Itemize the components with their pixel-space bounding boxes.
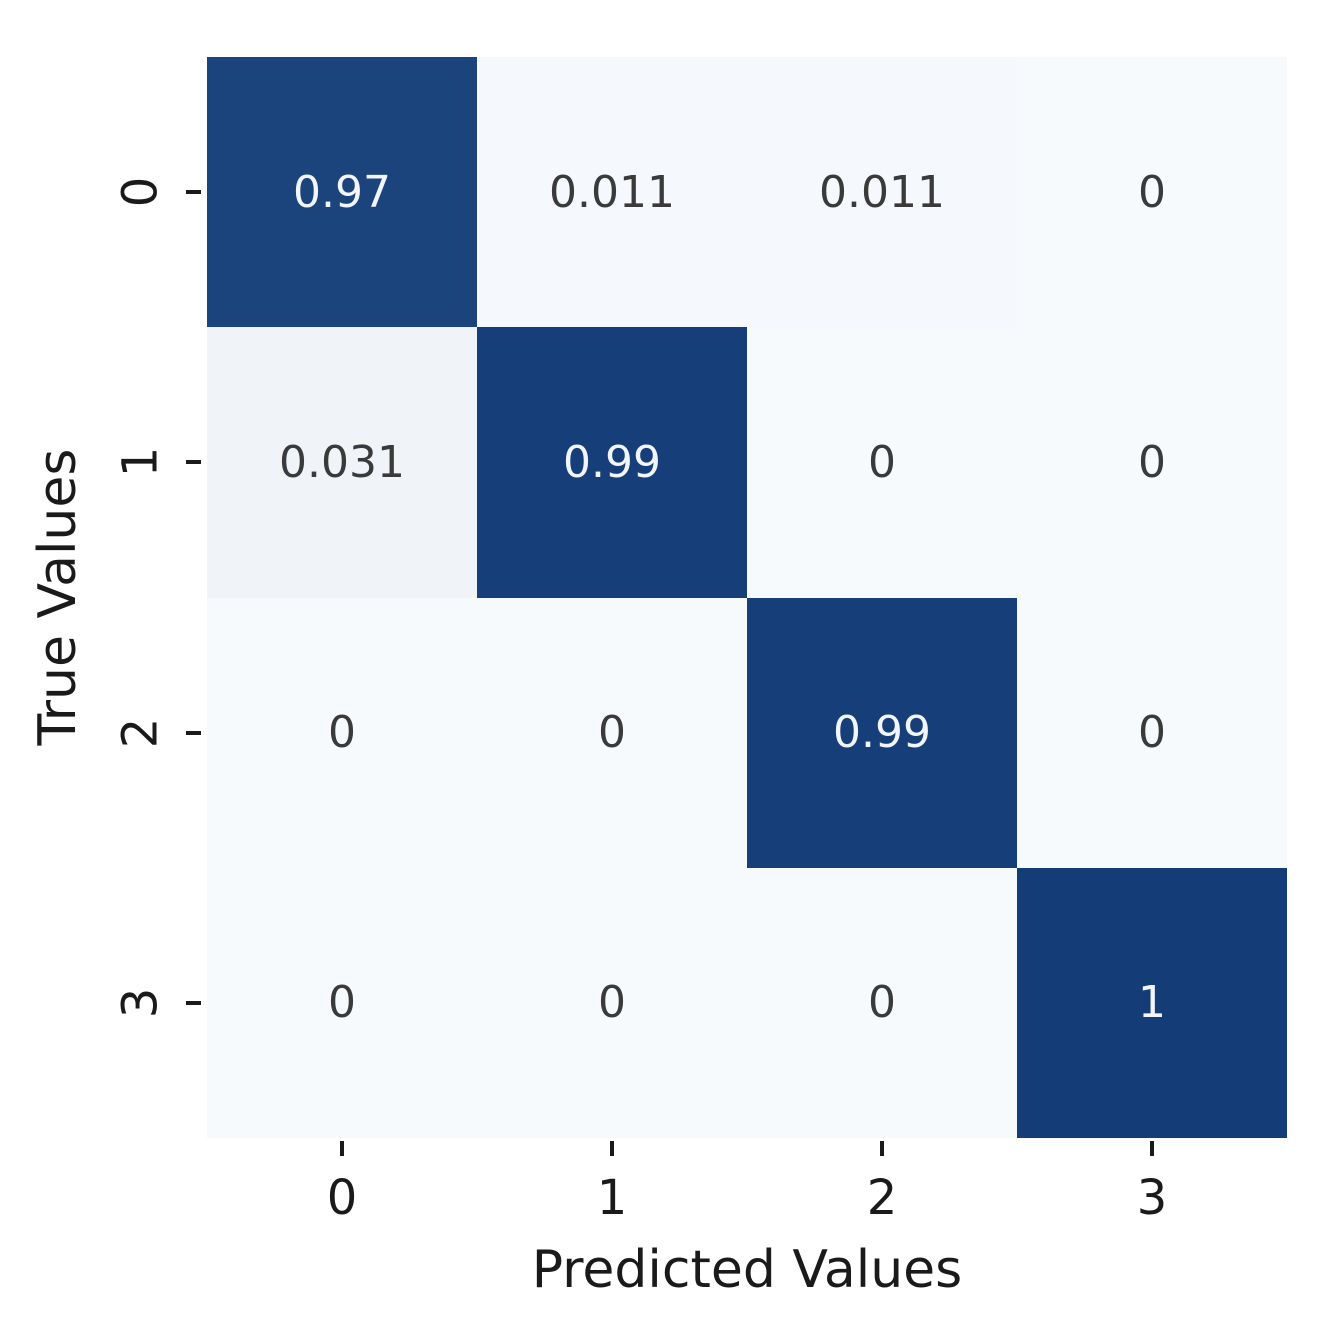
cell-value: 0	[1138, 166, 1166, 218]
heatmap-cell-r3c3: 1	[1017, 867, 1287, 1138]
cell-value: 0	[598, 707, 626, 759]
y-tick-label: 1	[111, 447, 168, 478]
y-tick-mark	[186, 460, 201, 465]
heatmap-cell-r0c2: 0.011	[747, 57, 1017, 328]
y-tick-label: 3	[111, 987, 168, 1019]
heatmap-cell-r2c2: 0.99	[747, 597, 1017, 868]
cell-value: 0.97	[293, 166, 391, 218]
x-tick-mark	[1150, 1141, 1154, 1156]
x-tick-mark	[610, 1141, 614, 1156]
cell-value: 0	[328, 977, 356, 1029]
heatmap-cell-r2c1: 0	[477, 597, 747, 868]
heatmap-cell-r3c2: 0	[747, 867, 1017, 1138]
heatmap-cell-r1c0: 0.031	[207, 327, 477, 598]
heatmap-cell-r3c0: 0	[207, 867, 477, 1138]
x-tick-label: 3	[1136, 1170, 1168, 1226]
y-tick-mark	[186, 190, 201, 195]
x-tick-label: 0	[326, 1170, 358, 1226]
cell-value: 0.031	[279, 436, 405, 488]
y-tick-label: 0	[111, 176, 168, 208]
cell-value: 0	[328, 707, 356, 759]
heatmap-cell-r1c2: 0	[747, 327, 1017, 598]
heatmap-cell-r2c0: 0	[207, 597, 477, 868]
y-axis-label: True Values	[28, 448, 88, 746]
cell-value: 0.011	[549, 166, 675, 218]
heatmap-cell-r3c1: 0	[477, 867, 747, 1138]
heatmap-cell-r1c1: 0.99	[477, 327, 747, 598]
x-axis-label: Predicted Values	[531, 1240, 963, 1300]
heatmap-cell-r2c3: 0	[1017, 597, 1287, 868]
x-axis-tick-labels: 0 1 2 3	[207, 1168, 1287, 1228]
cell-value: 0	[1138, 436, 1166, 488]
cell-value: 0	[598, 977, 626, 1029]
x-tick-mark	[880, 1141, 884, 1156]
heatmap-cell-r0c1: 0.011	[477, 57, 747, 328]
heatmap-cell-r0c0: 0.97	[207, 57, 477, 328]
cell-value: 1	[1138, 977, 1166, 1029]
cell-value: 0	[868, 977, 896, 1029]
y-tick-label: 2	[111, 717, 168, 748]
cell-value: 0.011	[819, 166, 945, 218]
heatmap-cell-r0c3: 0	[1017, 57, 1287, 328]
y-tick-mark	[186, 1000, 201, 1005]
y-axis-tick-labels: 0 1 2 3	[108, 57, 172, 1138]
cell-value: 0.99	[833, 707, 931, 759]
y-tick-mark	[186, 730, 201, 735]
y-axis-ticks	[186, 57, 202, 1138]
cell-value: 0	[1138, 707, 1166, 759]
heatmap-grid: 0.97 0.011 0.011 0 0.031 0.99 0 0 0 0 0.99 0 0 0 0 1	[207, 57, 1287, 1138]
cell-value: 0.99	[563, 436, 661, 488]
x-axis-ticks	[207, 1141, 1287, 1159]
x-tick-mark	[340, 1141, 344, 1156]
x-tick-label: 1	[596, 1170, 628, 1226]
x-tick-label: 2	[866, 1170, 898, 1226]
cell-value: 0	[868, 436, 896, 488]
heatmap-cell-r1c3: 0	[1017, 327, 1287, 598]
